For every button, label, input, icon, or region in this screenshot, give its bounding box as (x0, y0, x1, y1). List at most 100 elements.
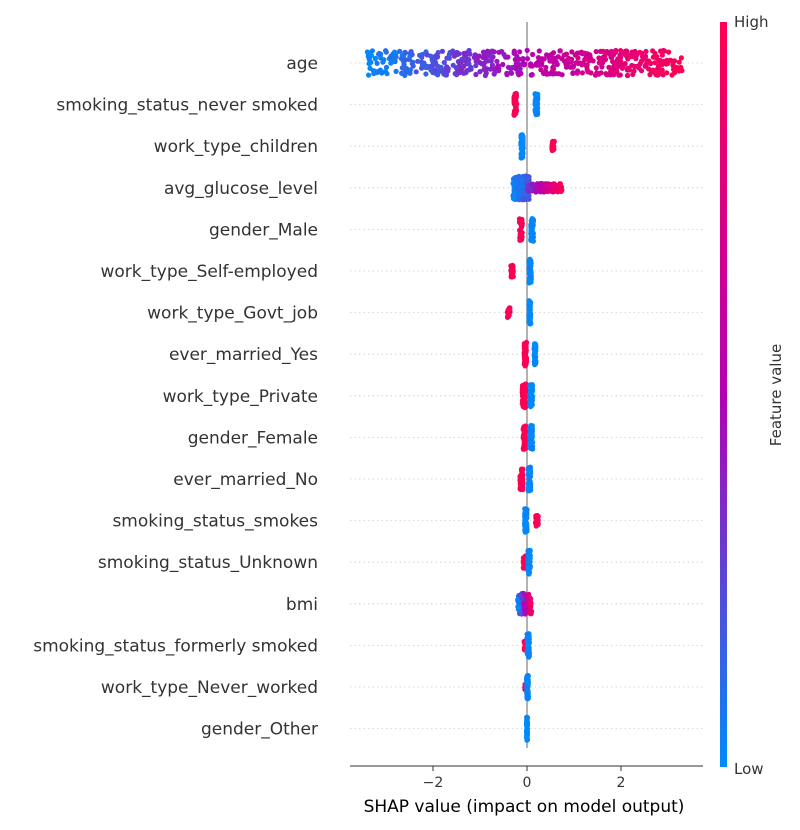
shap-point (527, 483, 533, 489)
shap-point (423, 64, 429, 70)
shap-point (383, 64, 390, 70)
shap-point (524, 693, 530, 699)
shap-point (584, 51, 591, 57)
shap-point (666, 49, 672, 55)
shap-point (505, 54, 511, 60)
shap-point (593, 49, 599, 55)
shap-point (402, 57, 409, 63)
shap-point (550, 138, 556, 144)
shap-point (500, 61, 506, 68)
shap-point (599, 64, 605, 70)
shap-point (563, 51, 570, 57)
feature-row (524, 714, 531, 743)
shap-point (527, 603, 533, 609)
shap-point (670, 58, 676, 64)
shap-point (530, 237, 536, 243)
shap-point (534, 109, 541, 115)
shap-point (523, 341, 529, 347)
shap-point (654, 72, 660, 78)
shap-point (612, 62, 618, 68)
feature-row (521, 339, 539, 369)
shap-point (514, 196, 521, 202)
shap-point (526, 298, 532, 304)
shap-point (519, 401, 525, 407)
shap-point (513, 102, 519, 108)
shap-point (556, 71, 562, 77)
shap-point (515, 604, 521, 610)
shap-point (554, 61, 560, 67)
shap-point (557, 48, 563, 54)
shap-point (547, 182, 554, 188)
shap-point (430, 60, 436, 66)
shap-point (488, 48, 494, 55)
shap-point (481, 60, 487, 66)
x-axis: −2 0 2 (350, 765, 703, 791)
feature-row (522, 506, 541, 535)
feature-label: smoking_status_Unknown (98, 553, 318, 573)
shap-point (512, 94, 518, 100)
x-axis-title: SHAP value (impact on model output) (364, 797, 685, 817)
shap-point (517, 611, 523, 617)
shap-point (517, 227, 523, 233)
feature-row (511, 90, 541, 118)
shap-point (616, 72, 622, 78)
shap-point (415, 58, 421, 64)
shap-point (527, 473, 534, 480)
shap-point (569, 49, 575, 55)
shap-point (524, 675, 530, 682)
shap-point (528, 63, 534, 69)
shap-point (441, 71, 447, 77)
shap-point (446, 55, 452, 61)
shap-point (516, 190, 522, 196)
feature-label: work_type_children (154, 137, 318, 157)
shap-point (419, 54, 425, 61)
shap-point (489, 62, 495, 68)
shap-point (590, 58, 596, 64)
feature-label: ever_married_No (173, 470, 318, 490)
feature-row (516, 216, 537, 244)
shap-point (593, 65, 599, 71)
feature-label: gender_Other (201, 720, 318, 740)
shap-point (524, 526, 530, 533)
shap-point (481, 66, 487, 72)
colorbar-gradient (720, 22, 727, 767)
shap-point (506, 311, 512, 317)
feature-label: avg_glucose_level (164, 179, 318, 199)
shap-point (454, 49, 460, 56)
shap-point (523, 440, 529, 446)
feature-rows (364, 47, 685, 743)
shap-point (530, 230, 537, 237)
shap-point (522, 609, 528, 615)
shap-point (520, 140, 526, 146)
shap-point (532, 362, 538, 368)
shap-point (481, 54, 487, 60)
shap-point (528, 433, 535, 439)
shap-point (423, 71, 429, 77)
shap-point (523, 361, 529, 367)
shap-point (520, 434, 527, 440)
feature-row (520, 423, 536, 452)
shap-point (643, 48, 649, 55)
shap-point (536, 48, 542, 54)
shap-point (639, 54, 646, 60)
shap-point (538, 67, 544, 73)
shap-point (445, 68, 451, 74)
shap-point (389, 58, 395, 64)
shap-point (480, 49, 487, 55)
shap-point (671, 63, 677, 69)
shap-point (632, 48, 638, 55)
shap-point (527, 278, 533, 284)
shap-point (369, 48, 375, 54)
shap-point (637, 49, 643, 56)
feature-label: smoking_status_formerly smoked (33, 636, 318, 656)
shap-point (439, 48, 445, 54)
shap-point (678, 55, 685, 61)
shap-point (518, 222, 524, 228)
shap-point (382, 69, 389, 75)
shap-point (405, 69, 411, 75)
shap-point (524, 631, 530, 637)
shap-point (669, 72, 675, 78)
x-tick-label: 2 (617, 775, 626, 791)
shap-point (544, 52, 550, 58)
shap-point (488, 58, 494, 64)
